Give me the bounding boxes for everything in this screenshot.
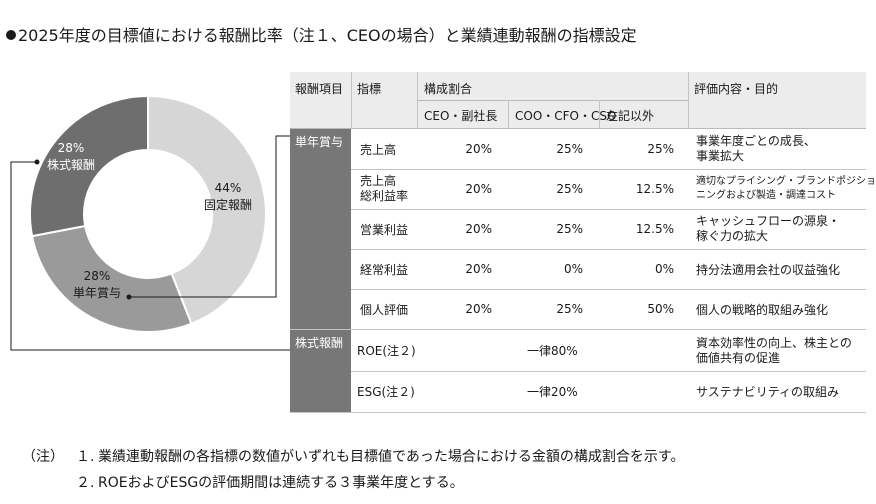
footnotes: （注） １. 業績連動報酬の各指標の数値がいずれも目標値であった場合における金額の構… xyxy=(22,444,684,496)
header-other: 左記以外 xyxy=(606,108,655,123)
group-annual-bonus: 単年賞与 xyxy=(290,129,351,329)
table-cell-other: 12.5% xyxy=(635,222,674,236)
table-cell-other: 50% xyxy=(647,302,674,316)
table-cell-ceo: 20% xyxy=(465,222,492,236)
donut-slice-2 xyxy=(30,224,193,333)
group-stock-compensation: 株式報酬 xyxy=(290,330,351,412)
footnote-1: （注） １. 業績連動報酬の各指標の数値がいずれも目標値であった場合における金額の構… xyxy=(22,449,685,465)
table-cell-other: 12.5% xyxy=(635,182,674,196)
slice-label: 株式報酬 xyxy=(47,157,95,172)
table-row-indicator: 売上高 xyxy=(360,142,397,157)
header-item: 報酬項目 xyxy=(295,81,344,96)
header-coo: COO・CFO・CSO xyxy=(515,108,617,123)
table-cell-ceo: 20% xyxy=(465,182,492,196)
table-cell-eval: 資本効率性の向上、株主との 価値共有の促進 xyxy=(696,335,852,365)
table-cell-ceo: 20% xyxy=(465,302,492,316)
table-cell-eval: 事業年度ごとの成長、 事業拡大 xyxy=(696,134,816,163)
table-row-indicator: 個人評価 xyxy=(360,302,409,317)
table-cell-coo: 25% xyxy=(556,182,583,196)
table-cell-eval: サステナビリティの取組み xyxy=(696,385,840,399)
footnote-2: ２. ROEおよびESGの評価期間は連続する３事業年度とする。 xyxy=(76,475,464,491)
table-row-indicator: ROE(注２) xyxy=(357,344,416,358)
slice-value-label: 28% xyxy=(84,269,111,283)
table-cell-uniform: 一律20% xyxy=(527,385,578,399)
table-cell-coo: 0% xyxy=(563,262,583,276)
header-ceo: CEO・副社長 xyxy=(424,108,498,123)
slice-value-label: 28% xyxy=(58,141,85,155)
header-eval: 評価内容・目的 xyxy=(694,81,779,96)
table-row-indicator: 売上高 総利益率 xyxy=(360,174,409,203)
header-ratio: 構成割合 xyxy=(424,81,473,96)
table-cell-eval: 個人の戦略的取組み強化 xyxy=(696,302,829,317)
table-cell-other: 25% xyxy=(647,142,674,156)
table-cell-coo: 25% xyxy=(556,142,583,156)
table-cell-other: 0% xyxy=(654,262,674,276)
table-row-indicator: 営業利益 xyxy=(360,222,409,237)
donut-chart: 44% 固定報酬 28% 単年賞与 28% 株式報酬 xyxy=(29,94,268,333)
header-indicator: 指標 xyxy=(357,81,382,96)
slice-label: 固定報酬 xyxy=(204,197,252,212)
table-cell-coo: 25% xyxy=(556,302,583,316)
table-row-indicator: 経常利益 xyxy=(360,262,409,277)
page-title: 2025年度の目標値における報酬比率（注１、CEOの場合）と業績連動報酬の指標設… xyxy=(6,22,637,46)
table-cell-coo: 25% xyxy=(556,222,583,236)
slice-label: 単年賞与 xyxy=(73,286,121,300)
table-cell-ceo: 20% xyxy=(465,142,492,156)
table-cell-uniform: 一律80% xyxy=(527,344,578,358)
table-cell-ceo: 20% xyxy=(465,262,492,276)
table-row-indicator: ESG(注２) xyxy=(357,385,415,399)
table-cell-eval: 持分法適用会社の収益強化 xyxy=(696,262,841,277)
table-cell-eval: キャッシュフローの源泉・ 稼ぐ力の拡大 xyxy=(696,214,841,243)
slice-value-label: 44% xyxy=(215,181,242,195)
table-cell-eval: 適切なプライシング・ブランドポジショ ニングおよび製造・調達コスト xyxy=(696,176,876,201)
bullet-icon xyxy=(6,30,16,40)
